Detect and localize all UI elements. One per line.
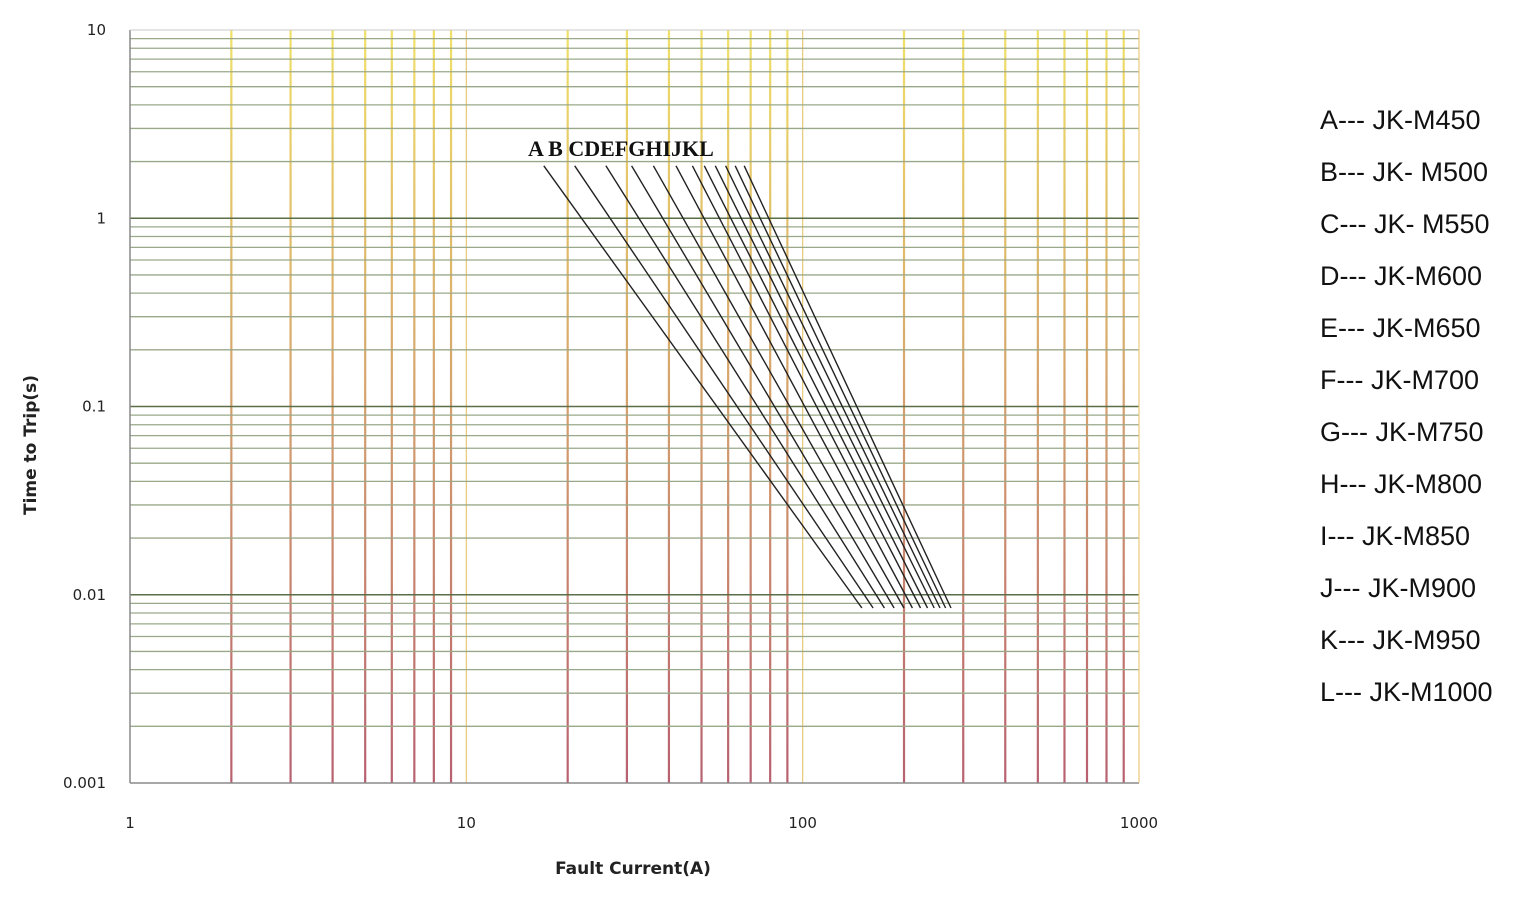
legend-entry: E--- JK-M650 <box>1320 313 1481 343</box>
y-tick-label: 10 <box>87 21 106 39</box>
curve-g <box>691 165 922 609</box>
y-tick-labels: 0.001 0.01 0.1 1 10 <box>63 21 106 792</box>
x-tick-label: 1 <box>125 814 135 832</box>
y-axis-title: Time to Trip(s) <box>21 375 41 515</box>
legend-entry: I--- JK-M850 <box>1320 521 1471 551</box>
curve-d <box>630 165 895 609</box>
x-axis-title: Fault Current(A) <box>555 859 711 879</box>
curve-e <box>652 165 905 609</box>
legend-entry: B--- JK- M500 <box>1320 157 1489 187</box>
curve-k <box>734 165 947 609</box>
y-tick-label: 1 <box>96 209 106 227</box>
plot-frame <box>129 29 1140 784</box>
curve-letter-labels: A B CDEFGHIJKL <box>528 136 714 161</box>
curve-j <box>724 165 941 609</box>
x-tick-labels: 1 10 100 1000 <box>125 814 1158 832</box>
trip-curve-chart: A B CDEFGHIJKL 1 10 100 1000 0.0010.010.111… <box>21 21 1158 879</box>
legend-entry: K--- JK-M950 <box>1320 625 1481 655</box>
curve-c <box>605 165 885 609</box>
legend-entry: F--- JK-M700 <box>1320 365 1480 395</box>
y-tick-label: 0.01 <box>73 586 106 604</box>
curve-l <box>743 165 952 609</box>
legend-entry: A--- JK-M450 <box>1320 105 1481 135</box>
curve-i <box>714 165 935 609</box>
legend-entry: L--- JK-M1000 <box>1320 677 1493 707</box>
curve-b <box>574 165 874 609</box>
legend-entry: G--- JK-M750 <box>1320 417 1484 447</box>
curve-a <box>543 165 863 609</box>
curve-f <box>675 165 914 609</box>
x-tick-label: 10 <box>457 814 476 832</box>
legend-entry: D--- JK-M600 <box>1320 261 1483 291</box>
legend-entry: C--- JK- M550 <box>1320 209 1490 239</box>
legend-entry: H--- JK-M800 <box>1320 469 1483 499</box>
x-tick-label: 100 <box>788 814 817 832</box>
curve-h <box>703 165 929 609</box>
legend: A--- JK-M450 B--- JK- M500 C--- JK- M550 D-… <box>1320 100 1493 724</box>
horizontal-gridlines <box>130 37 1139 727</box>
y-tick-label: 0.001 <box>63 774 106 792</box>
y-tick-label: 0.1 <box>82 398 106 416</box>
x-tick-label: 1000 <box>1120 814 1158 832</box>
trip-curves <box>543 165 952 609</box>
legend-entry: J--- JK-M900 <box>1320 573 1477 603</box>
